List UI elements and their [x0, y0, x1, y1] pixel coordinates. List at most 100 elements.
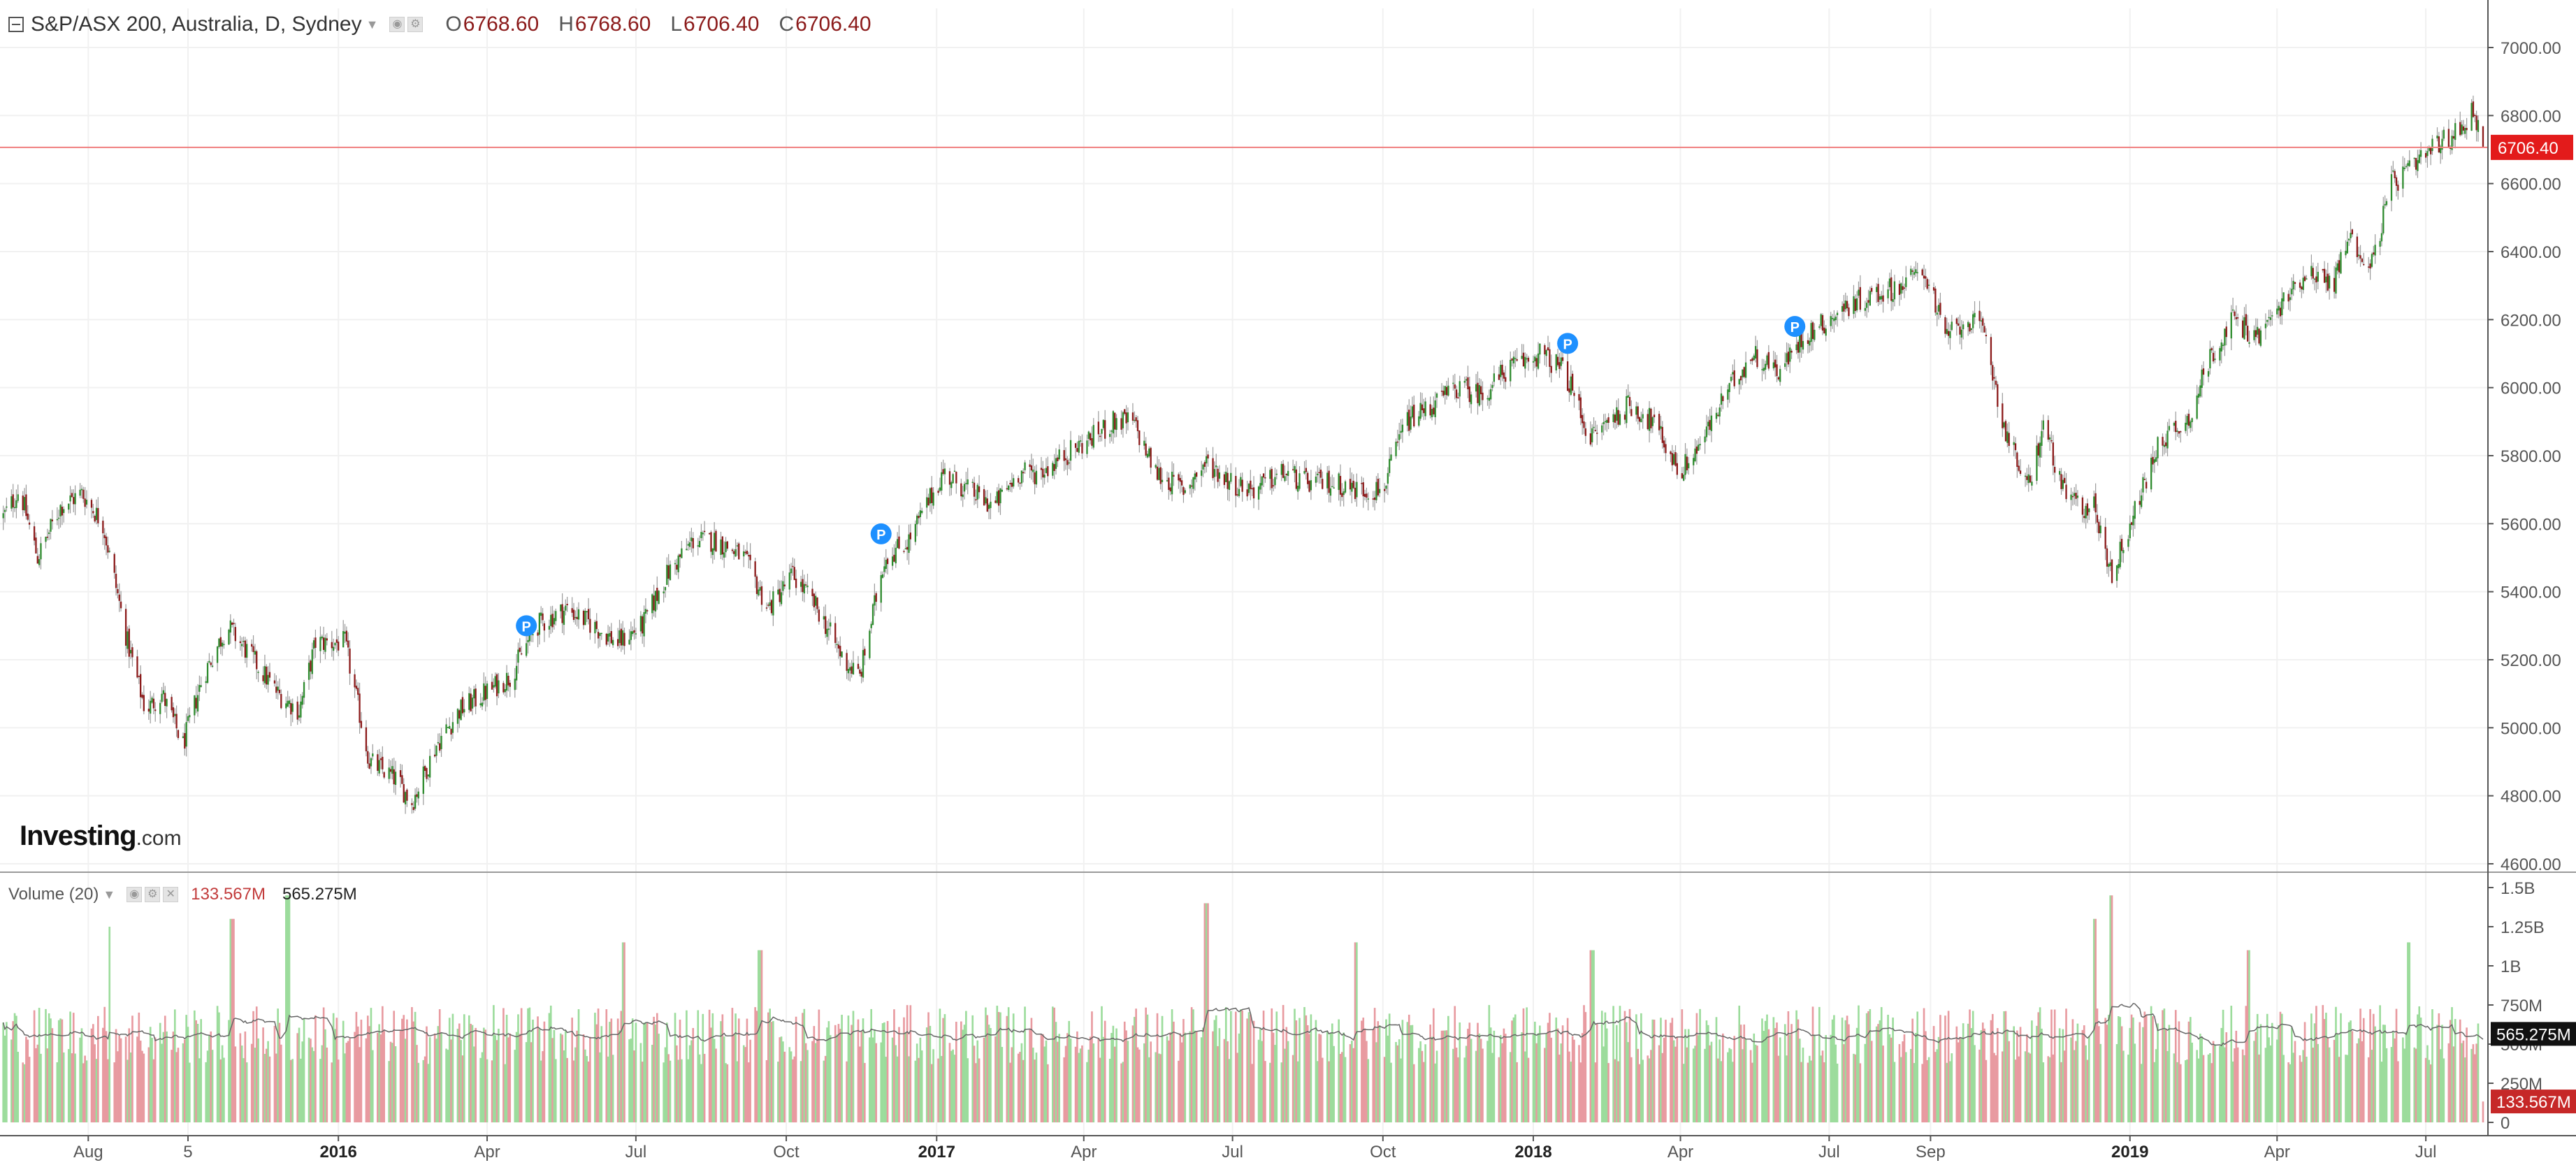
volume-bar — [658, 1034, 660, 1122]
candle-body — [2152, 456, 2154, 465]
candle-body — [439, 743, 441, 751]
candle-body — [1582, 414, 1584, 424]
volume-bar — [1262, 1011, 1265, 1122]
volume-bar — [1291, 1055, 1294, 1122]
candle-body — [2132, 515, 2134, 526]
candle-body — [507, 675, 509, 686]
settings-icon[interactable]: ⚙ — [407, 17, 424, 32]
volume-bar — [491, 1060, 493, 1122]
volume-bar — [2350, 1020, 2352, 1122]
volume-bar — [525, 1042, 528, 1122]
volume-bar — [1651, 1019, 1654, 1122]
candle-body — [59, 505, 61, 516]
candle-body — [2281, 298, 2283, 316]
volume-bar — [475, 1027, 477, 1122]
volume-bar — [2142, 1027, 2144, 1122]
candle-body — [2369, 263, 2371, 269]
candle-body — [2, 513, 4, 519]
candle-body — [267, 674, 269, 685]
volume-bar — [1452, 1048, 1454, 1122]
volume-bar — [1280, 1062, 1283, 1122]
chevron-down-icon[interactable]: ▼ — [366, 17, 379, 31]
volume-bar — [663, 1062, 665, 1122]
candle-body — [909, 533, 911, 540]
volume-bar — [349, 1038, 351, 1122]
candle-body — [1362, 482, 1364, 497]
candle-body — [2197, 393, 2200, 398]
candle-body — [978, 486, 981, 493]
candle-body — [205, 681, 207, 683]
volume-bar — [275, 1053, 277, 1122]
volume-bar — [2210, 1063, 2213, 1122]
volume-bar — [2004, 1011, 2007, 1122]
volume-bar — [2019, 1027, 2022, 1122]
event-marker-icon[interactable] — [516, 615, 537, 637]
volume-bar — [846, 1061, 848, 1122]
volume-bar — [2016, 1030, 2018, 1122]
candle-body — [1092, 425, 1094, 448]
candle-body — [2036, 445, 2038, 481]
candle-body — [1297, 486, 1299, 492]
volume-bar — [834, 1025, 837, 1122]
volume-bar — [23, 1064, 26, 1122]
candle-body — [1433, 407, 1435, 414]
volume-bar — [2036, 1025, 2038, 1122]
candle-body — [1853, 296, 1855, 314]
candle-body — [1544, 345, 1546, 355]
volume-settings-icon[interactable]: ⚙ — [145, 887, 161, 902]
candle-body — [914, 523, 917, 542]
candle-body — [628, 639, 630, 645]
candle-body — [1688, 463, 1690, 469]
volume-bar — [823, 1060, 825, 1122]
volume-bar — [262, 1027, 264, 1122]
volume-eye-icon[interactable]: ◉ — [126, 887, 143, 902]
candle-body — [2168, 426, 2171, 431]
event-marker-icon[interactable] — [1784, 316, 1806, 338]
candle-body — [1503, 372, 1505, 379]
candle-body — [1583, 421, 1585, 428]
candle-body — [1674, 451, 1677, 466]
volume-bar — [2372, 1013, 2375, 1122]
candle-body — [792, 565, 794, 567]
candle-body — [1501, 364, 1503, 375]
volume-bar — [2379, 1005, 2381, 1122]
volume-bar — [1555, 1017, 1558, 1122]
candle-body — [2282, 292, 2285, 302]
volume-bar — [633, 1050, 635, 1122]
event-marker-icon[interactable] — [1557, 333, 1579, 354]
candle-body — [2466, 128, 2468, 131]
volume-bar — [206, 1050, 209, 1122]
volume-bar — [1694, 1046, 1696, 1122]
volume-bar — [394, 1046, 397, 1122]
volume-bar — [208, 1035, 210, 1122]
volume-bar — [1604, 1012, 1607, 1122]
eye-icon[interactable]: ◉ — [389, 17, 405, 32]
volume-bar — [17, 1052, 20, 1122]
candle-body — [1434, 400, 1436, 417]
volume-bar — [310, 1039, 312, 1122]
candle-body — [388, 767, 390, 779]
candle-body — [2338, 260, 2340, 273]
volume-bar — [403, 1015, 405, 1122]
collapse-icon[interactable] — [8, 17, 24, 32]
volume-bar — [2140, 1064, 2143, 1122]
volume-bar — [2187, 1021, 2190, 1122]
candle-body — [218, 638, 220, 647]
candle-body — [1699, 444, 1701, 446]
volume-chevron-icon[interactable]: ▼ — [103, 887, 116, 902]
volume-bar — [782, 1041, 784, 1122]
candle-body — [1784, 363, 1786, 367]
volume-bar — [930, 1064, 933, 1122]
candle-body — [806, 585, 809, 588]
candle-body — [1389, 458, 1391, 473]
volume-close-icon[interactable]: ✕ — [163, 887, 179, 902]
volume-bar — [2178, 1021, 2180, 1122]
volume-bar — [6, 1022, 8, 1122]
candle-body — [416, 794, 418, 797]
event-marker-icon[interactable] — [870, 523, 892, 544]
candle-body — [124, 609, 127, 646]
volume-bar — [1166, 1036, 1168, 1122]
candle-body — [2450, 147, 2452, 149]
candle-body — [1566, 361, 1569, 391]
candle-body — [560, 605, 562, 612]
